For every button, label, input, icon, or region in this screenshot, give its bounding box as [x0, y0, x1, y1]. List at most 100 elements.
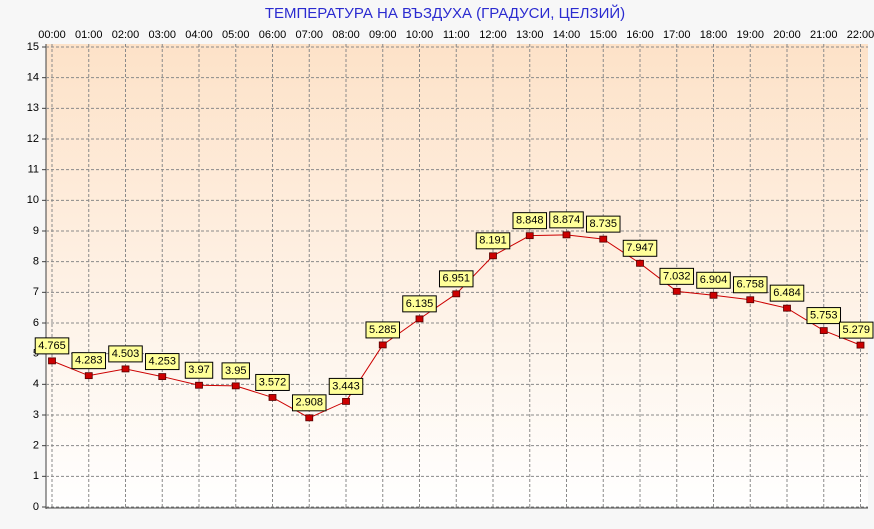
value-label-box: 8.848	[512, 212, 548, 230]
x-tick-label: 20:00	[773, 29, 801, 41]
y-tick-label: 14	[27, 72, 39, 84]
value-label-bg	[696, 271, 731, 289]
marker	[48, 357, 56, 365]
value-label: 7.032	[663, 270, 691, 282]
x-tick-label: 19:00	[736, 29, 764, 41]
marker	[342, 398, 350, 405]
chart-title: ТЕМПЕРАТУРА НА ВЪЗДУХА (ГРАДУСИ, ЦЕЛЗИЙ)	[265, 4, 625, 22]
y-tick-label: 9	[33, 225, 39, 237]
y-tick-label: 7	[33, 286, 39, 298]
marker	[305, 414, 314, 422]
value-label: 3.95	[225, 365, 246, 377]
marker	[231, 382, 240, 390]
x-tick-label: 07:00	[295, 29, 323, 41]
marker	[819, 327, 828, 334]
value-label-box: 8.191	[475, 232, 511, 250]
marker	[636, 259, 644, 267]
value-label: 6.951	[442, 273, 470, 285]
x-tick-label: 10:00	[406, 29, 434, 41]
value-label-box: 5.753	[806, 307, 842, 325]
value-label-box: 6.904	[696, 271, 731, 289]
value-label: 8.735	[589, 218, 617, 230]
value-label: 6.135	[406, 298, 434, 310]
x-tick-label: 15:00	[589, 29, 617, 41]
x-tick-label: 14:00	[553, 29, 581, 41]
value-label-bg	[108, 345, 143, 363]
value-label-bg	[365, 321, 401, 339]
marker	[489, 252, 497, 260]
value-label-box: 6.951	[438, 270, 474, 288]
value-label: 6.904	[700, 274, 728, 286]
y-tick-label: 2	[33, 440, 39, 452]
value-label-box: 2.908	[291, 394, 327, 412]
marker	[452, 290, 461, 298]
value-label-bg	[512, 212, 548, 230]
y-tick-label: 8	[33, 256, 39, 268]
value-label-bg	[549, 211, 584, 229]
value-label-bg	[806, 307, 842, 325]
marker	[121, 365, 130, 373]
y-tick-label: 12	[27, 133, 39, 145]
value-label: 8.874	[553, 214, 581, 226]
value-label: 4.765	[38, 340, 66, 352]
x-tick-label: 12:00	[479, 29, 507, 41]
x-tick-label: 01:00	[75, 29, 103, 41]
y-tick-label: 15	[27, 41, 39, 53]
value-label-bg	[71, 352, 107, 370]
value-label-bg	[221, 362, 250, 380]
value-label-bg	[402, 295, 437, 313]
marker	[672, 287, 681, 295]
marker	[709, 291, 718, 299]
marker	[84, 372, 93, 380]
value-label-bg	[838, 321, 874, 339]
value-label: 3.572	[259, 376, 287, 388]
y-tick-label: 11	[28, 164, 39, 176]
marker	[562, 231, 571, 239]
value-label: 8.848	[516, 215, 544, 227]
value-label-box: 4.283	[71, 352, 107, 370]
marker	[195, 381, 203, 389]
value-label: 4.503	[112, 348, 140, 360]
marker	[525, 232, 534, 240]
marker	[599, 235, 608, 243]
x-tick-label: 17:00	[663, 29, 691, 41]
x-tick-label: 00:00	[38, 29, 66, 41]
value-label: 3.443	[332, 380, 360, 392]
y-tick-label: 3	[33, 409, 39, 421]
value-label: 5.753	[810, 309, 838, 321]
value-label-box: 3.572	[255, 373, 290, 391]
value-label-bg	[585, 215, 621, 233]
value-label-bg	[475, 232, 511, 250]
x-tick-label: 09:00	[369, 29, 397, 41]
marker	[268, 394, 277, 401]
value-label-box: 7.032	[659, 267, 695, 285]
value-label: 4.253	[148, 355, 176, 367]
value-label-bg	[184, 361, 214, 379]
value-label-bg	[659, 267, 695, 285]
value-label: 8.191	[479, 235, 507, 247]
value-label-bg	[291, 394, 327, 412]
y-tick-label: 4	[33, 378, 39, 390]
value-label: 6.484	[773, 287, 801, 299]
x-tick-label: 06:00	[259, 29, 287, 41]
value-label-box: 7.947	[622, 239, 658, 257]
value-label-box: 3.95	[221, 362, 250, 380]
x-tick-label: 04:00	[185, 29, 213, 41]
value-label-box: 3.97	[184, 361, 214, 379]
y-tick-label: 1	[33, 470, 39, 482]
value-label: 2.908	[295, 397, 323, 409]
value-label-bg	[34, 337, 70, 355]
value-label-box: 5.285	[365, 321, 401, 339]
value-label-box: 3.443	[328, 377, 364, 395]
x-tick-label: 21:00	[810, 29, 838, 41]
y-tick-label: 6	[33, 317, 39, 329]
value-label: 3.97	[188, 364, 209, 376]
marker	[415, 315, 424, 323]
value-label: 7.947	[626, 242, 654, 254]
marker	[158, 373, 167, 380]
marker	[856, 341, 865, 349]
value-label-box: 8.874	[549, 211, 584, 229]
value-label-bg	[144, 353, 180, 371]
x-tick-label: 03:00	[148, 29, 176, 41]
